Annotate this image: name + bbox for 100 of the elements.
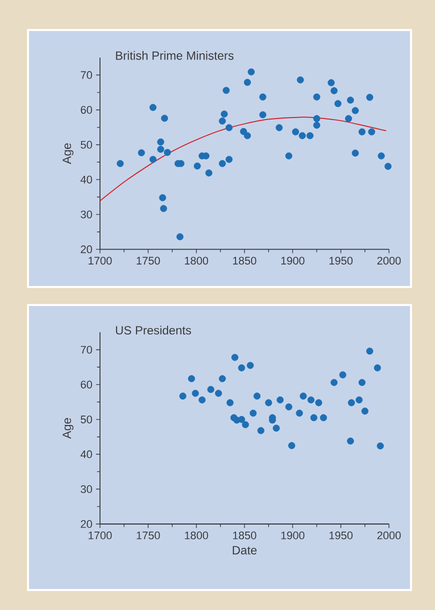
x-tick-label: 1900	[281, 256, 304, 265]
y-tick-label: 70	[80, 71, 92, 79]
point	[205, 169, 212, 176]
x-tick-label: 1700	[88, 256, 112, 265]
point	[376, 442, 384, 450]
y-tick-label: 50	[80, 140, 92, 149]
line-series	[100, 116, 387, 202]
x-tick-label: 1700	[88, 532, 112, 540]
x-tick-label: 1800	[184, 256, 208, 265]
point	[238, 416, 246, 423]
point	[345, 115, 352, 122]
point	[214, 390, 222, 397]
point	[194, 162, 201, 170]
point	[361, 408, 368, 415]
point	[356, 396, 363, 404]
point	[149, 156, 156, 163]
point	[164, 148, 171, 156]
point	[310, 414, 318, 422]
point	[226, 156, 233, 163]
point	[352, 107, 359, 114]
point	[300, 392, 307, 400]
point	[313, 115, 320, 122]
point	[254, 392, 261, 400]
x-tick-label: 1750	[136, 256, 160, 265]
point	[292, 128, 300, 136]
x-tick-label: 1750	[136, 532, 160, 540]
point	[346, 438, 354, 445]
point	[366, 94, 374, 101]
point	[257, 427, 264, 434]
point	[348, 399, 355, 406]
x-tick-label: 1850	[233, 532, 256, 540]
y-tick-label: 30	[80, 210, 92, 218]
chart-title: British Prime Ministers	[116, 51, 234, 60]
point	[248, 68, 255, 76]
point	[218, 160, 226, 168]
point	[298, 132, 306, 140]
point	[161, 114, 168, 122]
y-tick-label: 60	[80, 380, 92, 388]
y-tick-label: 70	[80, 346, 92, 354]
point	[378, 152, 385, 160]
point	[276, 124, 283, 132]
point	[358, 128, 366, 136]
point	[334, 100, 342, 108]
point	[244, 132, 251, 140]
point	[159, 194, 166, 202]
point	[138, 149, 145, 156]
point	[296, 410, 303, 417]
point	[368, 128, 376, 136]
point	[276, 396, 284, 404]
point	[149, 104, 156, 111]
chart-title: US Presidents	[116, 326, 192, 335]
point	[330, 378, 338, 386]
point	[116, 160, 124, 168]
point	[226, 124, 233, 132]
point	[157, 146, 164, 153]
y-tick-label: 50	[80, 416, 92, 424]
point	[250, 410, 257, 417]
x-tick-label: 1800	[184, 532, 208, 540]
point	[307, 396, 314, 404]
point	[272, 424, 280, 432]
y-tick-label: 30	[80, 485, 92, 494]
point	[188, 375, 196, 382]
point	[231, 354, 238, 361]
point	[285, 403, 292, 410]
point	[313, 93, 320, 100]
y-tick-label: 20	[80, 245, 92, 254]
point	[352, 150, 359, 157]
point	[244, 78, 251, 86]
y-axis-title: Age	[62, 143, 74, 164]
y-tick-label: 40	[80, 176, 92, 184]
point	[374, 364, 381, 372]
x-axis-title: Date	[232, 546, 257, 554]
point	[220, 110, 228, 118]
point	[366, 348, 374, 355]
x-tick-label: 2000	[377, 256, 401, 265]
x-tick-label: 1950	[329, 532, 353, 540]
point	[358, 378, 366, 386]
point	[265, 399, 272, 406]
point	[346, 96, 354, 104]
point	[226, 399, 234, 406]
point	[296, 76, 304, 84]
point	[315, 399, 322, 406]
point	[179, 392, 186, 400]
point	[288, 442, 296, 450]
point	[313, 122, 320, 129]
point	[246, 362, 254, 369]
x-tick-label: 1900	[281, 532, 304, 540]
point	[207, 386, 214, 393]
point	[192, 390, 199, 397]
point	[222, 86, 230, 94]
point	[160, 205, 168, 212]
point	[320, 414, 327, 422]
point	[285, 152, 292, 160]
point	[218, 118, 226, 125]
point	[176, 233, 184, 240]
point	[242, 421, 249, 428]
point	[198, 396, 206, 404]
y-axis-title: Age	[62, 418, 74, 439]
point	[259, 111, 266, 118]
y-tick-label: 60	[80, 106, 92, 114]
